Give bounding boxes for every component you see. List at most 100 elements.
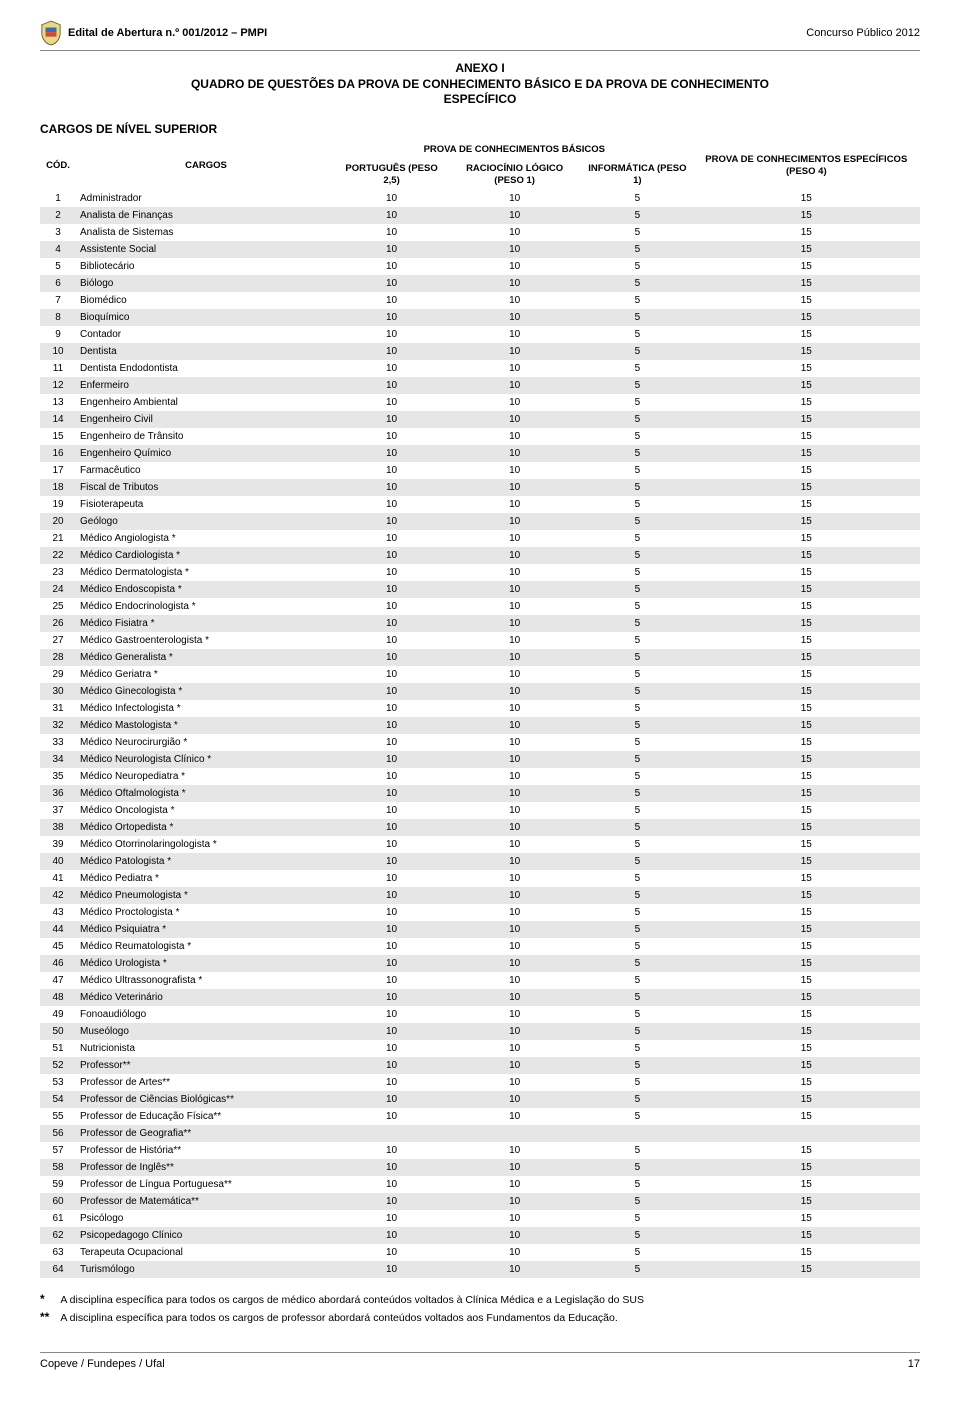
cell-cod: 49 [40, 1006, 76, 1023]
cell-value: 10 [336, 1227, 447, 1244]
cell-value: 5 [582, 1210, 692, 1227]
cell-cargo: Professor de Ciências Biológicas** [76, 1091, 336, 1108]
cell-value: 15 [693, 683, 920, 700]
cell-cargo: Fisioterapeuta [76, 496, 336, 513]
table-row: 37Médico Oncologista *1010515 [40, 802, 920, 819]
cell-value: 10 [447, 938, 582, 955]
cargos-table: CÓD. CARGOS PROVA DE CONHECIMENTOS BÁSIC… [40, 141, 920, 1278]
cell-cargo: Médico Endoscopista * [76, 581, 336, 598]
cell-cod: 12 [40, 377, 76, 394]
table-row: 20Geólogo1010515 [40, 513, 920, 530]
cell-value: 10 [447, 462, 582, 479]
cell-cod: 37 [40, 802, 76, 819]
cell-value: 10 [336, 1159, 447, 1176]
cell-value: 10 [447, 275, 582, 292]
cell-value: 10 [336, 904, 447, 921]
cell-cargo: Dentista [76, 343, 336, 360]
cell-value: 10 [336, 275, 447, 292]
cell-value: 15 [693, 717, 920, 734]
cell-cod: 10 [40, 343, 76, 360]
cell-cod: 15 [40, 428, 76, 445]
cell-cargo: Médico Otorrinolaringologista * [76, 836, 336, 853]
cell-value: 15 [693, 700, 920, 717]
cell-cargo: Engenheiro Químico [76, 445, 336, 462]
cell-value: 10 [336, 1074, 447, 1091]
cell-value: 15 [693, 428, 920, 445]
cell-value: 15 [693, 615, 920, 632]
cell-value: 10 [447, 241, 582, 258]
cell-cargo: Médico Neurocirurgião * [76, 734, 336, 751]
cell-value: 5 [582, 343, 692, 360]
cell-value: 5 [582, 547, 692, 564]
cell-cargo: Bioquímico [76, 309, 336, 326]
cell-value: 10 [447, 1074, 582, 1091]
cell-cargo: Enfermeiro [76, 377, 336, 394]
cell-value: 15 [693, 802, 920, 819]
table-row: 50Museólogo1010515 [40, 1023, 920, 1040]
cell-value: 10 [336, 207, 447, 224]
cell-value: 10 [336, 955, 447, 972]
table-row: 22Médico Cardiologista *1010515 [40, 547, 920, 564]
cell-value: 5 [582, 564, 692, 581]
cell-value: 15 [693, 394, 920, 411]
cell-value: 5 [582, 309, 692, 326]
cell-value: 10 [447, 207, 582, 224]
cell-value: 10 [447, 394, 582, 411]
table-row: 3Analista de Sistemas1010515 [40, 224, 920, 241]
th-cod: CÓD. [40, 141, 76, 190]
cell-cod: 1 [40, 190, 76, 207]
cell-value: 10 [336, 1176, 447, 1193]
cell-value: 10 [447, 258, 582, 275]
table-row: 6Biólogo1010515 [40, 275, 920, 292]
cell-value: 5 [582, 1023, 692, 1040]
cell-value: 10 [447, 581, 582, 598]
cell-cod: 9 [40, 326, 76, 343]
anexo-line3: ESPECÍFICO [40, 92, 920, 108]
cell-value: 15 [693, 462, 920, 479]
cell-cod: 51 [40, 1040, 76, 1057]
table-row: 52Professor**1010515 [40, 1057, 920, 1074]
cell-value: 10 [447, 955, 582, 972]
cell-value: 10 [336, 734, 447, 751]
crest-icon [40, 20, 62, 46]
table-row: 36Médico Oftalmologista *1010515 [40, 785, 920, 802]
cell-cod: 13 [40, 394, 76, 411]
cell-cargo: Psicopedagogo Clínico [76, 1227, 336, 1244]
cell-value: 10 [336, 224, 447, 241]
cell-value: 5 [582, 377, 692, 394]
table-row: 63Terapeuta Ocupacional1010515 [40, 1244, 920, 1261]
table-row: 27Médico Gastroenterologista *1010515 [40, 632, 920, 649]
cell-value: 15 [693, 1057, 920, 1074]
cell-cod: 39 [40, 836, 76, 853]
cell-value: 15 [693, 785, 920, 802]
cell-value: 10 [447, 972, 582, 989]
cell-value: 10 [447, 615, 582, 632]
cell-value: 10 [447, 360, 582, 377]
table-row: 2Analista de Finanças1010515 [40, 207, 920, 224]
document-header: Edital de Abertura n.º 001/2012 – PMPI C… [40, 20, 920, 51]
cell-value: 10 [447, 292, 582, 309]
cell-cargo: Médico Angiologista * [76, 530, 336, 547]
table-row: 44Médico Psiquiatra *1010515 [40, 921, 920, 938]
cell-cod: 4 [40, 241, 76, 258]
cell-cod: 5 [40, 258, 76, 275]
cell-value: 5 [582, 938, 692, 955]
cell-value: 10 [336, 1057, 447, 1074]
header-right: Concurso Público 2012 [806, 26, 920, 40]
cell-cargo: Professor de Geografia** [76, 1125, 336, 1142]
cell-value: 10 [447, 1159, 582, 1176]
th-especificos: PROVA DE CONHECIMENTOS ESPECÍFICOS (PESO… [693, 141, 920, 190]
cell-value: 5 [582, 394, 692, 411]
table-row: 14Engenheiro Civil1010515 [40, 411, 920, 428]
cell-value: 10 [336, 564, 447, 581]
cell-cod: 58 [40, 1159, 76, 1176]
cell-cargo: Médico Oncologista * [76, 802, 336, 819]
cell-cargo: Biólogo [76, 275, 336, 292]
cell-value: 5 [582, 700, 692, 717]
footnote-2-text: A disciplina específica para todos os ca… [60, 1312, 617, 1324]
cell-value: 15 [693, 224, 920, 241]
cell-value: 5 [582, 870, 692, 887]
cell-value: 10 [336, 615, 447, 632]
cell-value: 10 [447, 1006, 582, 1023]
table-row: 53Professor de Artes**1010515 [40, 1074, 920, 1091]
